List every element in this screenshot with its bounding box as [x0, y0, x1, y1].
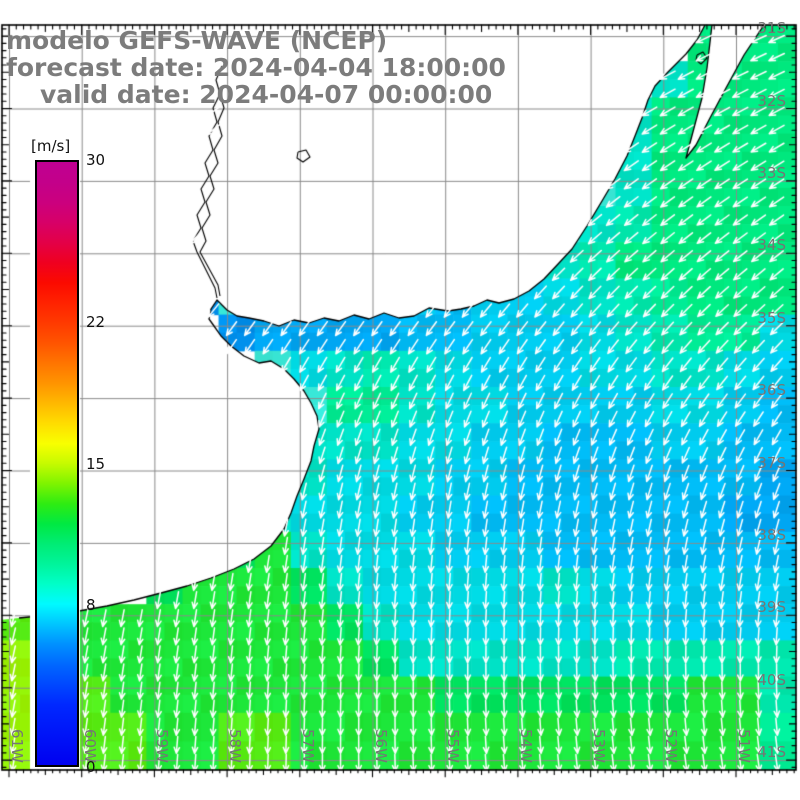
wave-forecast-figure: modelo GEFS-WAVE (NCEP) forecast date: 2…: [0, 0, 800, 800]
map-canvas: [0, 0, 800, 800]
